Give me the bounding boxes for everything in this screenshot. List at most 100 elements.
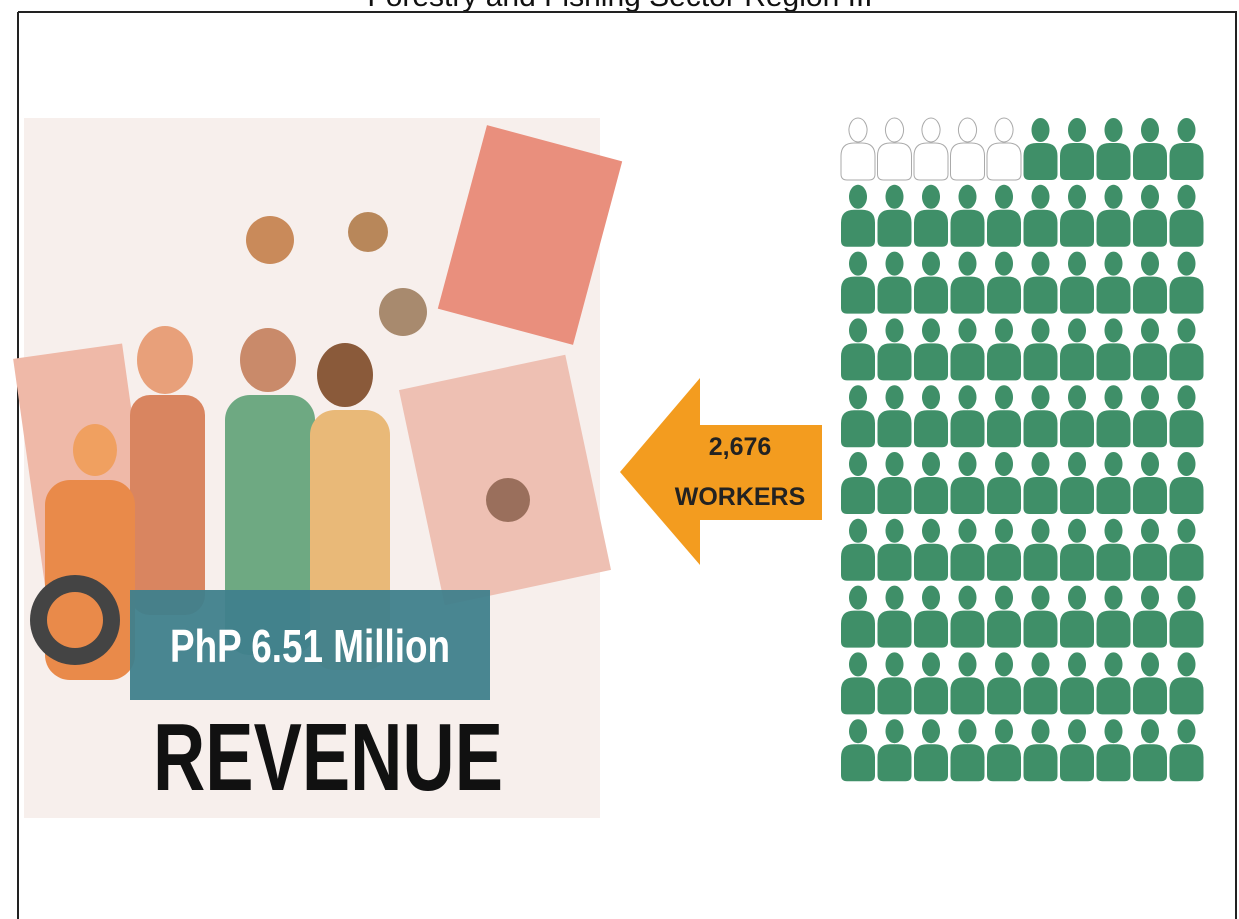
person-icon-filled — [1096, 518, 1131, 581]
person-icon-filled — [914, 585, 948, 648]
person-icon-filled — [841, 251, 875, 314]
person-icon-empty — [877, 117, 912, 181]
person-icon-filled — [987, 184, 1021, 247]
person-icon-filled — [1169, 585, 1204, 648]
person-icon-filled — [950, 318, 985, 381]
person-icon-filled — [841, 518, 875, 581]
person-icon-filled — [1133, 452, 1167, 514]
person-icon-filled — [1023, 585, 1058, 648]
person-icon-filled — [1096, 118, 1131, 180]
arrow — [620, 378, 822, 565]
person-icon-filled — [1060, 652, 1094, 715]
person-icon-filled — [1169, 184, 1204, 247]
person-icon-filled — [1060, 118, 1094, 180]
person-icon-filled — [841, 385, 875, 448]
person-icon-empty — [913, 117, 949, 181]
person-icon-filled — [950, 452, 985, 514]
person-icon-filled — [1133, 318, 1167, 381]
revenue-amount: PhP 6.51 Million — [170, 620, 450, 672]
person-icon-filled — [1133, 184, 1167, 247]
person-icon-filled — [987, 585, 1021, 648]
person-icon-filled — [1023, 184, 1058, 247]
revenue-label: REVENUE — [153, 704, 503, 811]
person-icon-filled — [1060, 184, 1094, 247]
title: Forestry and Fishing Sector Region III — [367, 0, 872, 13]
person-icon-empty — [840, 117, 876, 181]
person-icon-filled — [914, 719, 948, 782]
person-icon-filled — [1096, 585, 1131, 648]
person-icon-filled — [1023, 652, 1058, 715]
person-icon-filled — [950, 585, 985, 648]
revenue-collage: PhP 6.51 Million REVENUE — [13, 118, 623, 818]
person-icon-empty — [986, 117, 1022, 181]
person — [130, 395, 205, 615]
person-icon-filled — [877, 452, 912, 514]
person-icon-filled — [877, 518, 912, 581]
person-icon-filled — [877, 719, 912, 782]
person-icon-filled — [1023, 452, 1058, 514]
person-icon-filled — [1023, 118, 1058, 180]
person-icon-filled — [1096, 719, 1131, 782]
person-icon-filled — [987, 251, 1021, 314]
person-icon-filled — [1096, 318, 1131, 381]
person-icon-filled — [914, 385, 948, 448]
coin — [348, 212, 388, 252]
person-icon-filled — [1169, 385, 1204, 448]
person-icon-filled — [877, 385, 912, 448]
person — [137, 326, 193, 394]
person-icon-filled — [1060, 585, 1094, 648]
person-icon-filled — [877, 585, 912, 648]
person-icon-filled — [987, 452, 1021, 514]
person-icon-filled — [1096, 385, 1131, 448]
person-icon-filled — [987, 652, 1021, 715]
person-icon-filled — [1096, 251, 1131, 314]
pictogram — [840, 117, 1204, 782]
frame — [17, 11, 1237, 919]
person-icon-filled — [1169, 652, 1204, 715]
person-icon-filled — [877, 318, 912, 381]
person-icon-filled — [1169, 719, 1204, 782]
person-icon-filled — [841, 452, 875, 514]
person-icon-filled — [1023, 719, 1058, 782]
person-icon-filled — [1096, 452, 1131, 514]
person-icon-filled — [1096, 652, 1131, 715]
person-icon-filled — [1133, 719, 1167, 782]
person-icon-filled — [914, 652, 948, 715]
person-icon-filled — [950, 518, 985, 581]
person-icon-filled — [950, 184, 985, 247]
person-icon-filled — [1096, 184, 1131, 247]
person-icon-filled — [1133, 518, 1167, 581]
person-icon-filled — [1023, 518, 1058, 581]
person-icon-filled — [1133, 585, 1167, 648]
person-icon-filled — [987, 318, 1021, 381]
person-icon-filled — [1060, 518, 1094, 581]
person-icon-filled — [1060, 385, 1094, 448]
person-icon-filled — [1023, 385, 1058, 448]
wheel — [47, 592, 103, 648]
person — [240, 328, 296, 392]
person-icon-filled — [1060, 452, 1094, 514]
person-icon-filled — [841, 184, 875, 247]
person-icon-filled — [1133, 118, 1167, 180]
person — [73, 424, 117, 476]
person-icon-filled — [1023, 318, 1058, 381]
person-icon-filled — [841, 719, 875, 782]
person-icon-filled — [914, 452, 948, 514]
coin — [486, 478, 530, 522]
person-icon-filled — [841, 652, 875, 715]
person-icon-filled — [914, 184, 948, 247]
person-icon-filled — [1169, 318, 1204, 381]
person-icon-filled — [950, 251, 985, 314]
person-icon-filled — [1023, 251, 1058, 314]
person-icon-filled — [1133, 251, 1167, 314]
coin — [246, 216, 294, 264]
person-icon-filled — [987, 385, 1021, 448]
person-icon-filled — [1169, 118, 1204, 180]
person-icon-filled — [1060, 251, 1094, 314]
person-icon-filled — [914, 518, 948, 581]
person-icon-empty — [950, 117, 985, 181]
person-icon-filled — [987, 518, 1021, 581]
person-icon-filled — [1169, 251, 1204, 314]
person-icon-filled — [950, 385, 985, 448]
